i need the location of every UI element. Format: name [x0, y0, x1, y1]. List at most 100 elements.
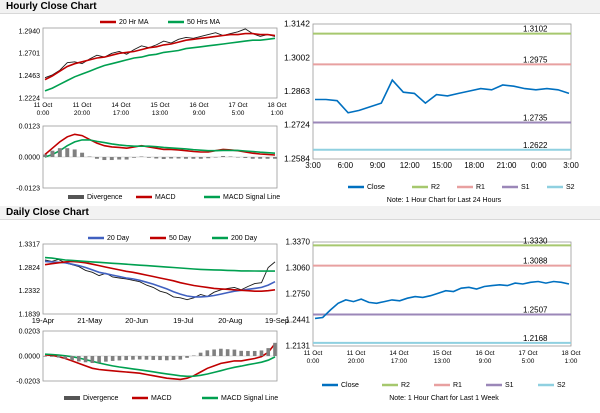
- hourly-24h-x-tick-label: 0:00: [531, 161, 547, 170]
- daily-macd-divergence-bar: [212, 349, 216, 356]
- hourly-price-x-tick-label: 0:00: [37, 110, 50, 117]
- hourly-macd-divergence-bar: [50, 150, 55, 157]
- hourly-24h-level-s2-label: 1.2622: [523, 141, 548, 150]
- hourly-price-x-tick-label: 18 Oct: [267, 102, 286, 109]
- daily-week-x-tick-label: 16 Oct: [475, 350, 494, 357]
- daily-macd-divergence-bar: [90, 356, 95, 364]
- daily-macd-divergence-bar: [144, 356, 149, 360]
- daily-week-x-tick-label: 20:00: [348, 358, 365, 365]
- daily-macd-y-tick-label: 0.0000: [19, 354, 41, 361]
- daily-week-y-tick-label: 1.2750: [286, 290, 311, 299]
- daily-macd-divergence-bar: [198, 352, 203, 356]
- daily-macd-divergence-bar: [137, 356, 142, 360]
- hourly-price-plot-area: [42, 27, 278, 99]
- daily-week-level-r1-label: 1.3088: [523, 257, 548, 266]
- hourly-macd-y-tick-label: 0.0000: [19, 155, 41, 162]
- hourly-price-series-20-hr-ma-line: [44, 32, 276, 81]
- daily-week-x-tick-label: 11 Oct: [347, 350, 366, 357]
- hourly-macd-divergence-bar: [102, 157, 107, 161]
- daily-price-x-tick-label: 19-Apr: [32, 316, 55, 325]
- daily-macd-divergence-bar: [246, 350, 250, 356]
- hourly-price-x-tick-label: 16 Oct: [189, 102, 208, 109]
- daily-macd-divergence-bar: [259, 350, 264, 356]
- hourly-price-x-tick-label: 1:00: [271, 110, 284, 117]
- hourly-24h-level-r2-label: 1.3102: [523, 25, 548, 34]
- daily-week-legend-r1-label: R1: [453, 382, 462, 389]
- daily-week-x-tick-label: 5:00: [522, 358, 535, 365]
- daily-macd-divergence-bar: [131, 356, 135, 360]
- daily-macd-divergence-bar: [151, 356, 156, 360]
- hourly-macd-divergence-bar: [273, 157, 277, 159]
- daily-week-level-s2-label: 1.2168: [523, 334, 548, 343]
- daily-week-x-tick-label: 13:00: [434, 358, 451, 365]
- hourly-price-legend-50-hrs-ma-label: 50 Hrs MA: [187, 19, 220, 26]
- daily-week-x-tick-label: 15 Oct: [432, 350, 451, 357]
- hourly-24h-legend-r2-label: R2: [431, 184, 440, 191]
- hourly-price-x-tick-label: 14 Oct: [111, 102, 130, 109]
- daily-macd-divergence-bar: [124, 356, 128, 361]
- daily-price-legend-50-day-label: 50 Day: [169, 235, 192, 242]
- daily-week-x-tick-label: 17 Oct: [518, 350, 537, 357]
- daily-macd-divergence-bar: [219, 348, 223, 356]
- hourly-macd-divergence-bar: [80, 152, 85, 157]
- hourly-24h-x-tick-label: 9:00: [370, 161, 386, 170]
- daily-macd-divergence-bar: [225, 349, 230, 356]
- hourly-macd-divergence-bar: [235, 157, 240, 158]
- daily-price-x-tick-label: 20-Aug: [218, 316, 242, 325]
- hourly-24h-y-tick-label: 1.2863: [284, 86, 310, 96]
- hourly-macd-divergence-bar: [169, 157, 174, 159]
- hourly-macd-y-tick-label: -0.0123: [16, 186, 40, 193]
- hourly-24h-y-tick-label: 1.2724: [284, 120, 310, 130]
- daily-week-x-tick-label: 18 Oct: [561, 350, 580, 357]
- hourly-macd-legend-macd-signal-line-label: MACD Signal Line: [223, 194, 280, 201]
- daily-week-legend-s1-label: S1: [505, 382, 514, 389]
- daily-price-legend-200-day-label: 200 Day: [231, 235, 258, 242]
- daily-macd-divergence-bar: [56, 356, 61, 358]
- hourly-macd-divergence-bar: [65, 148, 70, 157]
- hourly-price-x-tick-label: 9:00: [193, 110, 206, 117]
- daily-price-y-tick-label: 1.1839: [19, 312, 41, 319]
- hourly-price-x-tick-label: 20:00: [74, 110, 91, 117]
- hourly-price-y-tick-label: 1.2701: [19, 51, 41, 58]
- daily-price-x-tick-label: 21-May: [77, 316, 102, 325]
- hourly-price-x-tick-label: 11 Oct: [34, 102, 53, 109]
- daily-macd-divergence-bar: [239, 350, 243, 356]
- hourly-price-legend-20-hr-ma-label: 20 Hr MA: [119, 19, 149, 26]
- hourly-macd-divergence-bar: [265, 157, 270, 159]
- hourly-macd-divergence-bar: [243, 157, 248, 159]
- daily-macd-divergence-bar: [273, 342, 277, 356]
- hourly-24h-note: Note: 1 Hour Chart for Last 24 Hours: [387, 197, 502, 204]
- daily-macd-legend-divergence-label: Divergence: [83, 395, 119, 402]
- daily-week-y-tick-label: 1.3060: [286, 264, 311, 273]
- daily-macd-divergence-bar: [49, 356, 54, 357]
- hourly-price-x-tick-label: 5:00: [232, 110, 245, 117]
- daily-price-series-50-day-line: [44, 260, 276, 293]
- hourly-macd-divergence-bar: [139, 156, 144, 157]
- hourly-price-y-tick-label: 1.2940: [19, 28, 41, 35]
- hourly-24h-x-tick-label: 15:00: [432, 161, 453, 170]
- daily-macd-divergence-bar: [43, 356, 47, 357]
- daily-week-x-tick-label: 0:00: [307, 358, 320, 365]
- hourly-macd-legend-macd-label: MACD: [155, 194, 176, 201]
- hourly-24h-level-s1-label: 1.2735: [523, 113, 548, 122]
- daily-macd-series-macd-signal-line-line: [44, 353, 276, 378]
- hourly-price-series-price-line: [44, 28, 276, 79]
- hourly-price-x-tick-label: 17 Oct: [228, 102, 247, 109]
- daily-macd-series-macd-line: [44, 343, 276, 381]
- daily-macd-divergence-bar: [70, 356, 74, 361]
- hourly-price-y-tick-label: 1.2463: [19, 73, 41, 80]
- hourly-macd-divergence-bar: [124, 157, 129, 160]
- daily-week-y-tick-label: 1.2441: [286, 315, 311, 324]
- hourly-macd-divergence-bar: [94, 157, 99, 159]
- hourly-24h-legend-r1-label: R1: [476, 184, 485, 191]
- hourly-macd-divergence-bar: [250, 157, 255, 159]
- hourly-price-x-tick-label: 17:00: [113, 110, 130, 117]
- hourly-macd-divergence-bar: [154, 157, 159, 159]
- daily-macd-y-tick-label: -0.0203: [16, 379, 40, 386]
- hourly-24h-x-tick-label: 18:00: [464, 161, 485, 170]
- daily-week-y-tick-label: 1.3370: [286, 238, 311, 247]
- daily-section-title: Daily Close Chart: [0, 206, 600, 220]
- daily-price-series-20-day-line: [44, 260, 276, 298]
- daily-macd-divergence-bar: [205, 350, 210, 356]
